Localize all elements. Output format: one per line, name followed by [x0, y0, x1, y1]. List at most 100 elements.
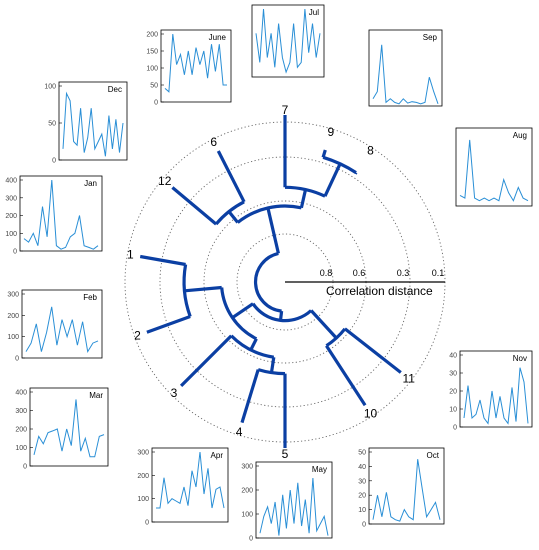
distance-tick: 0.8 [320, 268, 333, 278]
series-line [372, 459, 441, 522]
y-tick-label: 300 [7, 292, 19, 299]
y-tick-label: 30 [358, 478, 366, 485]
dendrogram-branch [323, 163, 342, 197]
plot-title: Mar [89, 391, 103, 400]
leaf-label-4: 4 [236, 425, 243, 439]
plot-jan: 0 100 200 300 400 Jan [5, 175, 103, 256]
y-tick-label: 100 [5, 231, 17, 238]
dendrogram-branch [216, 150, 246, 203]
dendrogram-links [139, 115, 402, 448]
y-tick-label: 150 [146, 49, 158, 56]
y-tick-label: 0 [52, 158, 56, 165]
y-tick-label: 200 [7, 313, 19, 320]
dendrogram-branch [321, 149, 327, 158]
plot-title: Dec [108, 85, 122, 94]
y-tick-label: 0 [13, 249, 17, 256]
series-line [164, 33, 227, 93]
plot-june: 0 50 100 150 200 June [146, 29, 232, 107]
dendrogram-branch [231, 302, 254, 320]
y-tick-label: 100 [241, 512, 253, 519]
y-tick-label: 10 [449, 407, 457, 414]
y-tick-label: 200 [5, 213, 17, 220]
dendrogram-arc [284, 185, 326, 198]
y-tick-label: 100 [146, 66, 158, 73]
plot-title: Apr [211, 451, 224, 460]
plot-title: Aug [513, 131, 527, 140]
y-tick-label: 200 [137, 473, 149, 480]
y-tick-label: 100 [44, 84, 56, 91]
y-tick-label: 300 [137, 450, 149, 457]
dendrogram-arc [257, 368, 286, 376]
dendrogram-branch [184, 285, 222, 293]
dendrogram-branch [269, 356, 276, 373]
y-tick-label: 100 [15, 445, 27, 452]
dendrogram-branch [309, 309, 338, 340]
leaf-label-1: 1 [127, 248, 134, 262]
plot-frame [29, 387, 109, 467]
dendrogram-branch [325, 344, 367, 407]
leaf-label-7: 7 [282, 103, 289, 117]
plot-frame [455, 127, 533, 207]
dendrogram-branch [179, 334, 233, 388]
series-line [156, 451, 225, 509]
y-tick-label: 400 [5, 178, 17, 185]
series-line [62, 91, 124, 157]
y-tick-label: 50 [48, 121, 56, 128]
y-tick-label: 20 [358, 493, 366, 500]
distance-tick: 0.1 [432, 268, 445, 278]
dendrogram-branch [353, 171, 358, 175]
leaf-label-6: 6 [210, 135, 217, 149]
plot-frame [368, 29, 443, 107]
dendrogram-branch [146, 314, 191, 334]
leaf-label-9: 9 [328, 125, 335, 139]
plot-frame [21, 289, 103, 359]
plot-title: Sep [423, 33, 438, 42]
y-tick-label: 10 [358, 507, 366, 514]
leaf-label-5: 5 [282, 447, 289, 461]
plot-nov: 0 10 20 30 40 Nov [449, 350, 533, 432]
dendrogram-branch [240, 369, 260, 424]
plot-dec: 0 50 100 Dec [44, 81, 128, 165]
plot-feb: 0 100 200 300 Feb [7, 289, 103, 363]
leaf-label-2: 2 [134, 329, 141, 343]
leaf-label-10: 10 [364, 407, 378, 421]
series-line [463, 367, 529, 425]
plot-jul: Jul [251, 4, 325, 78]
plot-title: Jul [309, 8, 319, 17]
y-tick-label: 200 [15, 427, 27, 434]
plot-title: Nov [513, 354, 527, 363]
series-line [372, 44, 439, 105]
plot-apr: 0 100 200 300 Apr [137, 447, 229, 527]
series-line [459, 139, 529, 202]
y-tick-label: 40 [449, 353, 457, 360]
plot-frame [368, 447, 445, 525]
leaf-label-11: 11 [402, 372, 415, 386]
leaf-label-8: 8 [367, 143, 374, 157]
plot-aug: Aug [455, 127, 533, 207]
plot-title: May [312, 465, 327, 474]
y-tick-label: 0 [453, 425, 457, 432]
plot-may: 0 100 200 300 May [241, 461, 333, 543]
plot-title: Feb [83, 293, 97, 302]
dendrogram-branch [227, 210, 239, 224]
axis-title: Correlation distance [326, 284, 433, 298]
dendrogram-branch [266, 207, 280, 254]
y-tick-label: 200 [146, 32, 158, 39]
y-tick-label: 100 [7, 334, 19, 341]
dendrogram-arc [325, 327, 347, 348]
y-tick-label: 100 [137, 496, 149, 503]
plot-frame [19, 175, 103, 252]
y-tick-label: 0 [362, 522, 366, 529]
series-line [259, 477, 329, 536]
plot-title: Jan [84, 179, 97, 188]
y-tick-label: 50 [358, 450, 366, 457]
y-tick-label: 300 [5, 195, 17, 202]
y-tick-label: 400 [15, 390, 27, 397]
plot-title: Oct [427, 451, 440, 460]
plot-sep: Sep [368, 29, 443, 107]
series-line [255, 8, 321, 74]
dendrogram-branch [171, 186, 218, 226]
dendrogram-arc [253, 251, 282, 313]
dendrogram-branch [249, 338, 258, 351]
